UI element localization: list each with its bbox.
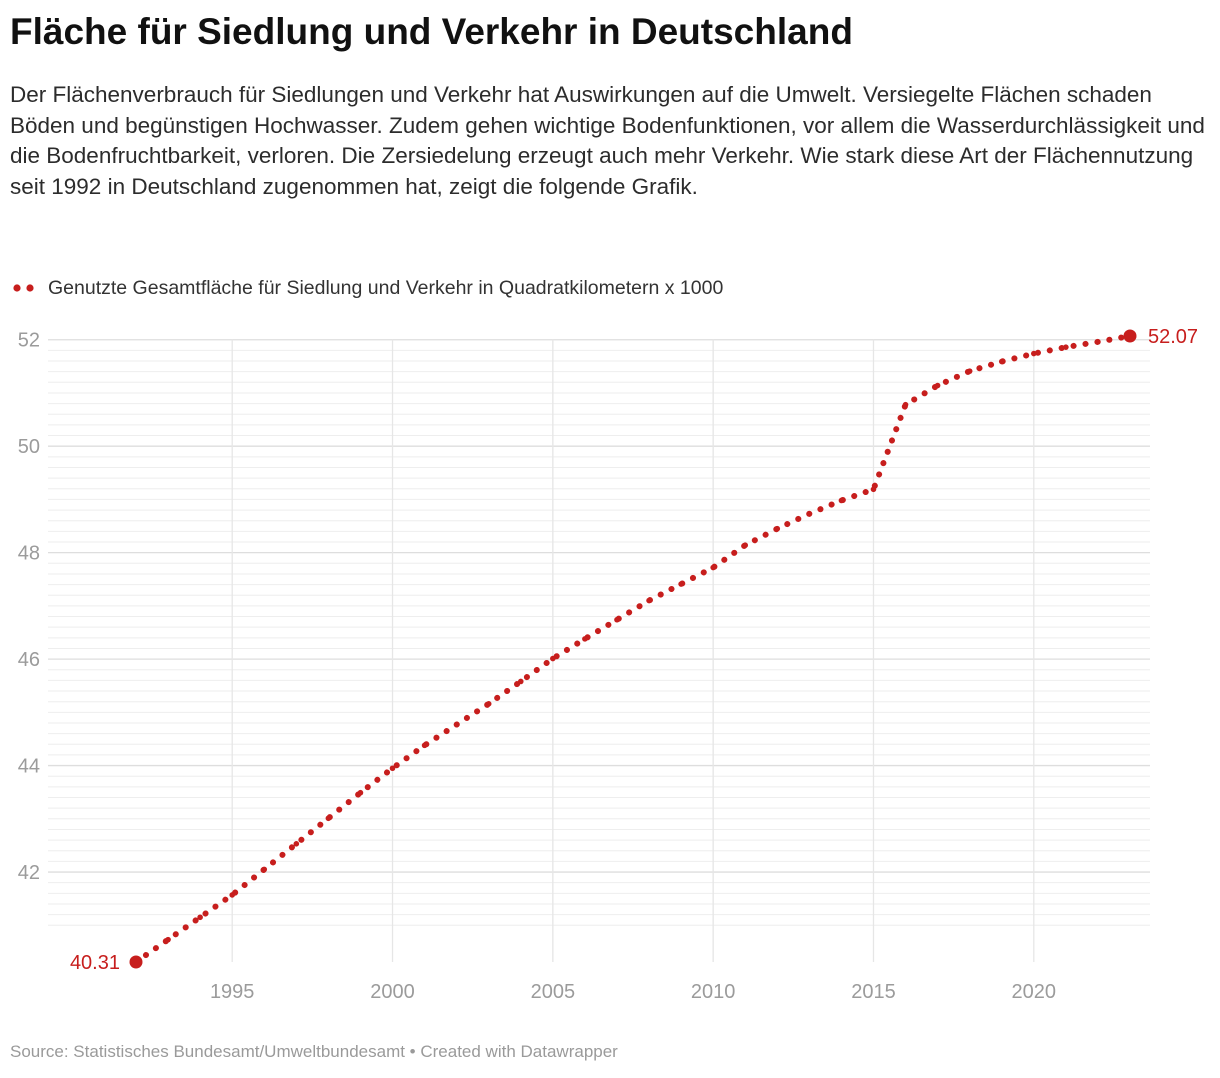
legend-swatch — [13, 284, 34, 292]
legend-swatch-dot — [26, 284, 34, 292]
y-tick-label: 46 — [18, 649, 40, 671]
data-point — [453, 721, 460, 728]
y-tick-label: 44 — [18, 756, 40, 778]
endpoint-marker — [129, 955, 143, 969]
value-label: 52.07 — [1148, 326, 1198, 348]
data-point — [1031, 350, 1037, 357]
x-tick-label: 2005 — [531, 981, 576, 1003]
data-point — [646, 597, 652, 604]
data-point — [966, 368, 973, 374]
x-tick-label: 2015 — [851, 981, 896, 1003]
y-axis-tick-labels: 42 44 46 48 50 52 — [18, 330, 40, 884]
data-point — [325, 815, 332, 822]
data-point — [1095, 339, 1101, 345]
data-point — [389, 765, 396, 772]
data-point — [934, 382, 941, 389]
data-point — [678, 581, 684, 587]
data-point — [870, 486, 877, 493]
data-point — [710, 564, 716, 571]
data-point — [485, 701, 492, 707]
chart-description: Der Flächenverbrauch für Siedlungen und … — [10, 82, 1205, 199]
data-point — [838, 497, 845, 504]
x-tick-label: 2000 — [370, 981, 415, 1003]
data-point — [357, 789, 364, 796]
x-tick-label: 2010 — [691, 981, 736, 1003]
x-axis-tick-labels: 1995 2000 2005 2010 2015 2020 — [210, 981, 1056, 1003]
data-point — [582, 636, 588, 642]
y-tick-label: 50 — [18, 436, 40, 458]
series-line — [133, 333, 1133, 965]
y-tick-label: 42 — [18, 862, 40, 884]
data-point — [197, 914, 203, 921]
data-point — [1063, 344, 1069, 350]
legend-label: Genutzte Gesamtfläche für Siedlung und V… — [48, 276, 724, 299]
data-point — [742, 542, 749, 548]
endpoint-marker — [1123, 329, 1137, 343]
data-point — [774, 525, 781, 532]
value-label: 40.31 — [70, 952, 120, 974]
data-point — [614, 616, 620, 623]
x-gridlines — [231, 339, 1035, 962]
series-value-labels: 40.31 52.07 — [70, 326, 1198, 974]
data-point — [229, 892, 235, 898]
data-point — [902, 401, 909, 408]
legend: Genutzte Gesamtfläche für Siedlung und V… — [12, 274, 723, 302]
data-point — [806, 510, 813, 517]
series-dotted-line — [133, 333, 1133, 965]
data-point — [261, 866, 268, 873]
series-endpoints — [129, 329, 1137, 969]
data-point — [998, 358, 1005, 365]
x-tick-label: 2020 — [1012, 981, 1057, 1003]
line-chart: 42 44 46 48 50 52 1995 2000 2005 2010 2015 2020 40… — [18, 326, 1198, 1003]
data-point — [550, 655, 556, 662]
y-tick-label: 52 — [18, 330, 40, 352]
chart-title: Fläche für Siedlung und Verkehr in Deuts… — [10, 11, 853, 52]
data-point — [293, 841, 300, 847]
x-tick-label: 1995 — [210, 981, 255, 1003]
data-point — [165, 936, 171, 943]
minor-gridlines — [48, 349, 1150, 926]
legend-swatch-dot — [13, 284, 21, 292]
y-tick-label: 48 — [18, 543, 40, 565]
data-point — [517, 678, 524, 685]
data-point — [421, 742, 428, 749]
source-note: Source: Statistisches Bundesamt/Umweltbu… — [10, 1042, 618, 1061]
